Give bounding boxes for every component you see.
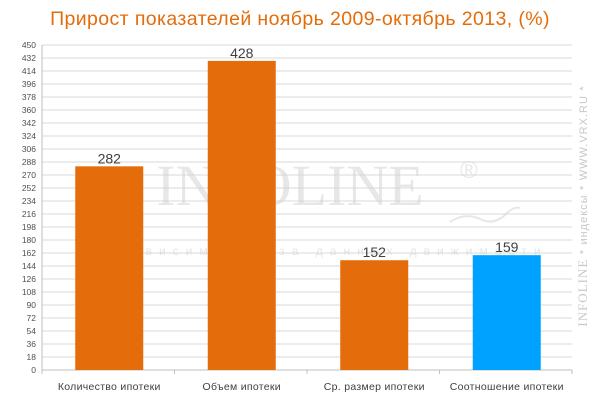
watermark: INFOLINE ® независимая база данных движи… [92,153,547,258]
x-category-label: Ср. размер ипотеки [324,381,425,393]
y-tick-label: 342 [22,118,36,128]
x-category-label: Объем ипотеки [203,381,281,393]
y-tick-label: 180 [22,235,36,245]
y-tick-label: 324 [22,131,36,141]
x-axis-labels: Количество ипотеки Объем ипотеки Ср. разме… [58,381,564,393]
y-tick-label: 306 [22,144,36,154]
y-tick-label: 54 [27,326,37,336]
y-tick-label: 0 [31,365,36,375]
bar [207,60,276,371]
y-tick-label: 234 [22,196,36,206]
bar [75,166,144,370]
side-separator-3: * [578,85,590,91]
x-category-label: Соотношение ипотеки [450,381,564,393]
bar [340,260,409,370]
side-separator-1: * [578,249,590,255]
y-tick-label: 18 [27,352,37,362]
watermark-tagline: независимая база данных движимости [92,244,547,258]
data-labels: 282 428 152 159 [98,45,519,260]
y-tick-label: 36 [27,339,37,349]
y-tick-label: 144 [22,261,36,271]
y-tick-label: 378 [22,92,36,102]
side-section: индексы [578,194,590,245]
y-tick-label: 270 [22,170,36,180]
y-tick-label: 360 [22,105,36,115]
y-tick-label: 252 [22,183,36,193]
y-tick-label: 414 [22,66,36,76]
watermark-swoosh [449,206,521,223]
side-separator-2: * [578,184,590,190]
bar-value-label: 428 [230,45,254,61]
watermark-registered: ® [460,157,478,184]
y-tick-label: 126 [22,274,36,284]
x-category-label: Количество ипотеки [58,381,161,393]
y-tick-label: 450 [22,40,36,50]
y-tick-label: 288 [22,157,36,167]
y-tick-label: 396 [22,79,36,89]
y-tick-label: 90 [27,300,37,310]
bars [75,60,541,371]
bar-value-label: 282 [98,150,122,166]
y-tick-label: 72 [27,313,37,323]
y-tick-label: 216 [22,209,36,219]
y-tick-label: 198 [22,222,36,232]
side-site: WWW.VRX.RU [578,95,590,181]
y-tick-label: 162 [22,248,36,258]
watermark-logo: INFOLINE [156,153,423,218]
chart-title: Прирост показателей ноябрь 2009-октябрь … [50,8,550,30]
bar [472,255,541,370]
bar-value-label: 152 [363,244,387,260]
side-brand: INFOLINE [575,258,590,327]
bar-value-label: 159 [495,239,519,255]
y-tick-label: 108 [22,287,36,297]
y-tick-label: 432 [22,53,36,63]
side-branding: INFOLINE * индексы * WWW.VRX.RU * [574,36,590,376]
